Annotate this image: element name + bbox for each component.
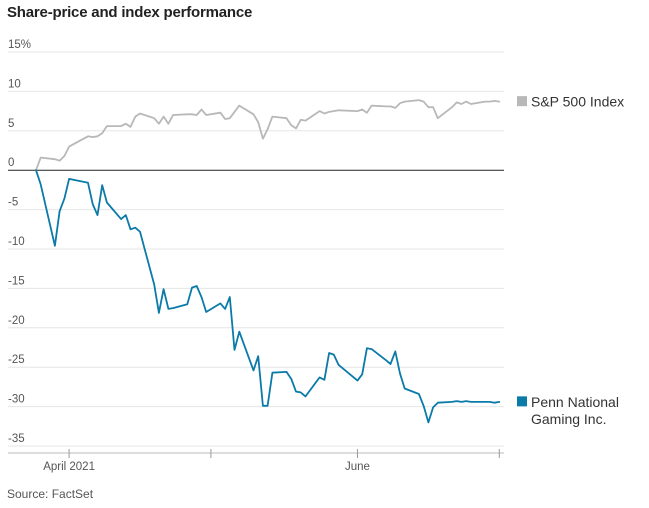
legend-label-s-p-500-index: S&P 500 Index bbox=[531, 94, 624, 110]
y-tick-label: -25 bbox=[8, 354, 25, 366]
x-axis: April 2021 June bbox=[8, 449, 504, 473]
y-tick-label: 10 bbox=[8, 78, 21, 90]
x-tick-label: April 2021 bbox=[43, 461, 95, 473]
legend-swatch-penn-national-gaming-inc bbox=[517, 396, 527, 407]
y-tick-label: -35 bbox=[8, 433, 25, 445]
y-tick-label: 5 bbox=[8, 118, 14, 130]
y-tick-label: -5 bbox=[8, 197, 18, 209]
x-tick-label: June bbox=[345, 461, 370, 473]
legend: S&P 500 Index Penn National Gaming Inc. bbox=[517, 94, 624, 427]
chart-title: Share-price and index performance bbox=[7, 4, 253, 21]
legend-swatch-s-p-500-index bbox=[517, 96, 527, 107]
y-axis-tick-labels: 15% 10 5 0 -5 -10 -15 -20 -25 -30 -35 bbox=[8, 39, 31, 445]
series-line-s-p-500-index bbox=[35, 99, 501, 172]
series-line-penn-national-gaming-inc bbox=[35, 169, 501, 424]
y-tick-label: 0 bbox=[8, 157, 14, 169]
y-tick-label: -30 bbox=[8, 394, 25, 406]
y-tick-label: 15% bbox=[8, 39, 31, 51]
source-note: Source: FactSet bbox=[7, 487, 94, 501]
series-lines bbox=[35, 99, 501, 424]
y-tick-label: -20 bbox=[8, 315, 25, 327]
grid-lines bbox=[8, 51, 504, 447]
y-tick-label: -15 bbox=[8, 275, 25, 287]
y-tick-label: -10 bbox=[8, 236, 25, 248]
legend-label-penn-national-gaming-inc: Penn National Gaming Inc. bbox=[531, 394, 619, 427]
